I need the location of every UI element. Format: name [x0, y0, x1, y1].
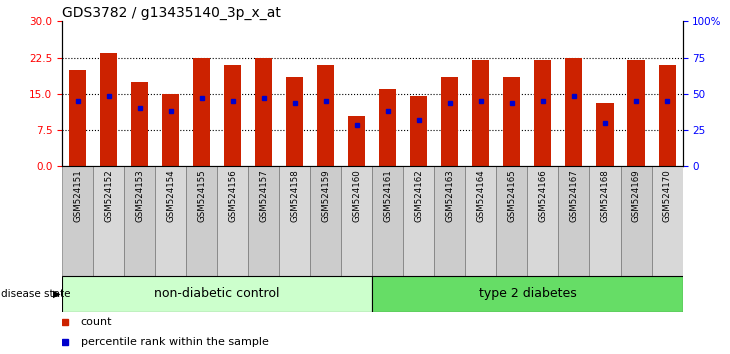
- Bar: [279, 166, 310, 276]
- Bar: [224, 65, 241, 166]
- Bar: [131, 82, 148, 166]
- Text: GSM524169: GSM524169: [631, 170, 640, 222]
- Text: type 2 diabetes: type 2 diabetes: [479, 287, 576, 300]
- Text: GSM524151: GSM524151: [73, 170, 82, 222]
- Bar: [372, 166, 404, 276]
- Text: GSM524164: GSM524164: [477, 170, 485, 222]
- Bar: [62, 166, 93, 276]
- Bar: [100, 53, 117, 166]
- Text: GSM524163: GSM524163: [445, 170, 454, 222]
- Bar: [620, 166, 652, 276]
- Bar: [628, 60, 645, 166]
- Bar: [162, 94, 179, 166]
- Bar: [372, 276, 683, 312]
- Bar: [534, 60, 551, 166]
- Text: GSM524160: GSM524160: [353, 170, 361, 222]
- Bar: [528, 166, 558, 276]
- Bar: [380, 89, 396, 166]
- Bar: [310, 166, 342, 276]
- Bar: [658, 65, 675, 166]
- Bar: [318, 65, 334, 166]
- Text: GSM524161: GSM524161: [383, 170, 392, 222]
- Bar: [286, 77, 303, 166]
- Text: GDS3782 / g13435140_3p_x_at: GDS3782 / g13435140_3p_x_at: [62, 6, 281, 20]
- Bar: [348, 115, 365, 166]
- Text: GSM524152: GSM524152: [104, 170, 113, 222]
- Text: GSM524158: GSM524158: [291, 170, 299, 222]
- Text: percentile rank within the sample: percentile rank within the sample: [81, 337, 269, 347]
- Bar: [590, 166, 620, 276]
- Bar: [504, 77, 520, 166]
- Text: count: count: [81, 318, 112, 327]
- Text: GSM524170: GSM524170: [663, 170, 672, 222]
- Text: GSM524165: GSM524165: [507, 170, 516, 222]
- Bar: [558, 166, 590, 276]
- Text: disease state: disease state: [1, 289, 70, 299]
- Text: non-diabetic control: non-diabetic control: [155, 287, 280, 300]
- Text: GSM524156: GSM524156: [228, 170, 237, 222]
- Bar: [404, 166, 434, 276]
- Text: GSM524157: GSM524157: [259, 170, 268, 222]
- Bar: [596, 103, 613, 166]
- Bar: [218, 166, 248, 276]
- Text: GSM524153: GSM524153: [135, 170, 144, 222]
- Bar: [124, 166, 155, 276]
- Bar: [248, 166, 279, 276]
- Bar: [255, 58, 272, 166]
- Bar: [496, 166, 528, 276]
- Bar: [466, 166, 496, 276]
- Text: GSM524166: GSM524166: [539, 170, 548, 222]
- Text: GSM524155: GSM524155: [197, 170, 206, 222]
- Bar: [410, 96, 427, 166]
- Bar: [69, 70, 86, 166]
- Bar: [342, 166, 372, 276]
- Bar: [93, 166, 124, 276]
- Text: GSM524167: GSM524167: [569, 170, 578, 222]
- Text: GSM524162: GSM524162: [415, 170, 423, 222]
- Bar: [472, 60, 489, 166]
- Text: ▶: ▶: [53, 289, 61, 299]
- Text: GSM524154: GSM524154: [166, 170, 175, 222]
- Bar: [442, 77, 458, 166]
- Bar: [652, 166, 683, 276]
- Bar: [155, 166, 186, 276]
- Bar: [186, 166, 218, 276]
- Text: GSM524168: GSM524168: [601, 170, 610, 222]
- Bar: [62, 276, 372, 312]
- Bar: [434, 166, 466, 276]
- Bar: [193, 58, 210, 166]
- Text: GSM524159: GSM524159: [321, 170, 330, 222]
- Bar: [566, 58, 583, 166]
